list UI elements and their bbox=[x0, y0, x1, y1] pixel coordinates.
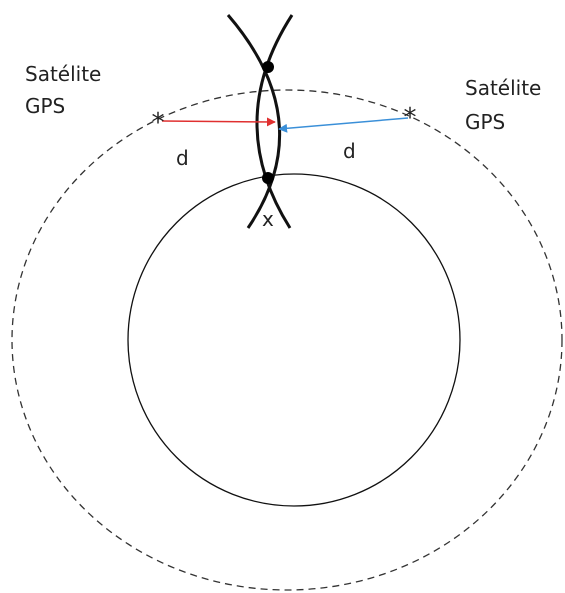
satellite-marker: * bbox=[152, 108, 165, 138]
satellite-label: Satélite bbox=[25, 62, 101, 86]
point-label: x bbox=[262, 207, 274, 231]
intersection bbox=[262, 61, 274, 73]
satellite-label: Satélite bbox=[465, 76, 541, 100]
orbit bbox=[11, 89, 563, 591]
distance-line bbox=[161, 117, 276, 127]
satellite-label: GPS bbox=[465, 110, 505, 134]
distance-label: d bbox=[176, 146, 189, 170]
distance-label: d bbox=[343, 139, 356, 163]
earth bbox=[127, 173, 461, 507]
distance-line bbox=[278, 117, 409, 133]
range-arc bbox=[226, 14, 282, 229]
satellite-marker: * bbox=[404, 103, 417, 133]
satellite-label: GPS bbox=[25, 94, 65, 118]
intersection bbox=[262, 172, 274, 184]
